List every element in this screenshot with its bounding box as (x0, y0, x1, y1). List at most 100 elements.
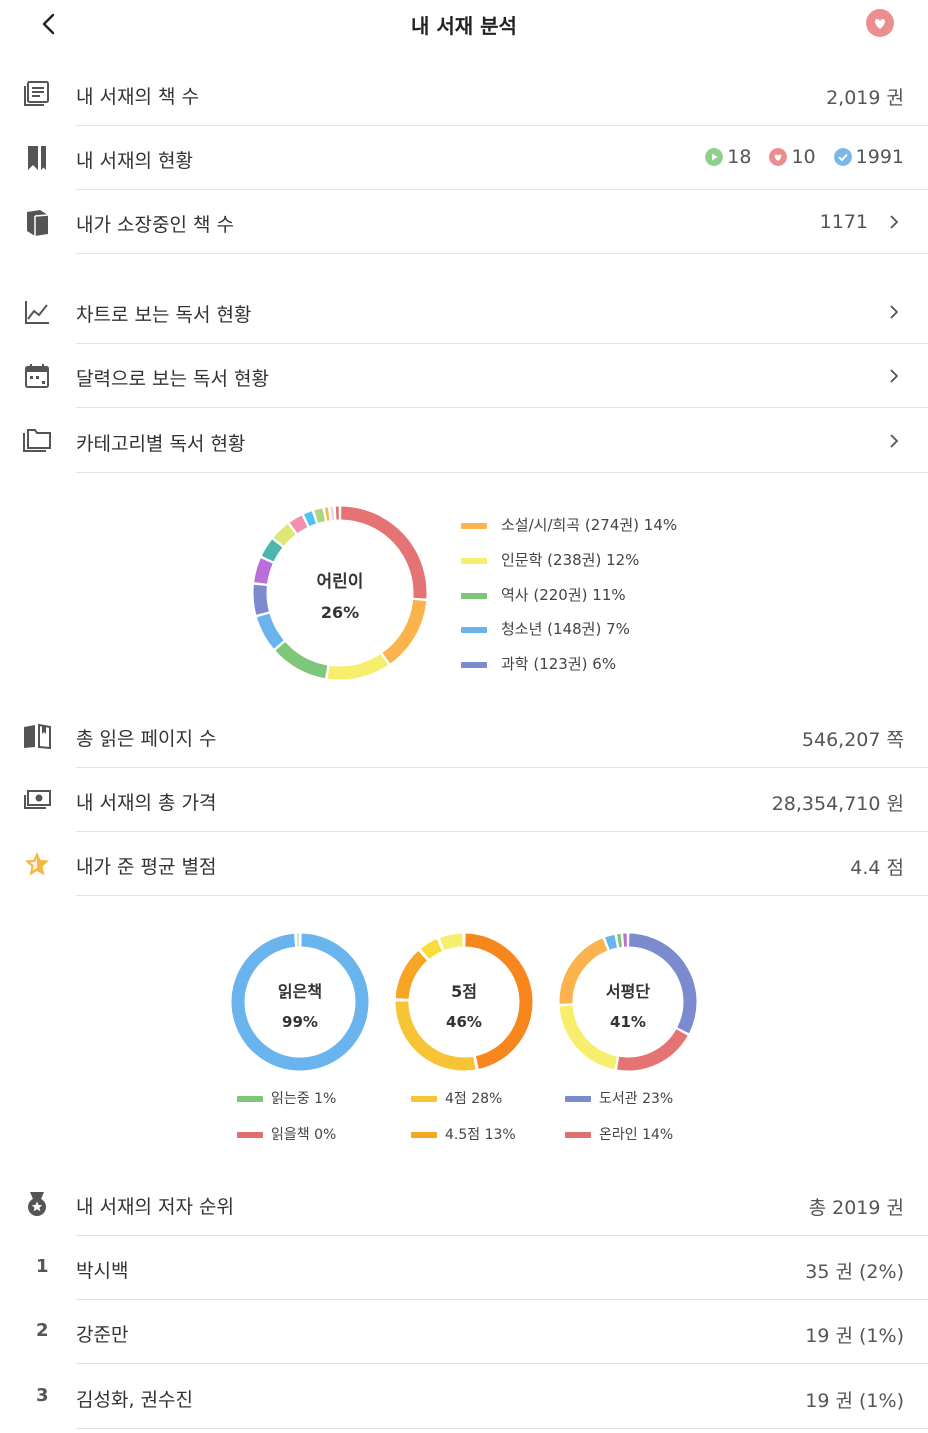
heart-icon (875, 19, 885, 29)
donut-segment (327, 654, 388, 680)
chevron-right-icon (890, 305, 899, 319)
legend-swatch (565, 1132, 591, 1138)
medal-icon (28, 1192, 46, 1216)
book-icon (27, 210, 49, 236)
donut-segment (628, 933, 697, 1034)
donut-segment (256, 613, 284, 649)
author-ranking-label: 내 서재의 저자 순위 (76, 1196, 234, 1218)
category-legend-item: 인문학 (238권) 12% (461, 549, 639, 570)
author-ranking-row[interactable]: 내 서재의 저자 순위 총 2019 권 (0, 1172, 928, 1236)
review-donut-chart: 서평단 41% (559, 933, 697, 1071)
donut-segment (395, 1001, 476, 1071)
category-center-value: 26% (321, 603, 359, 622)
owned-books-row[interactable]: 내가 소장중인 책 수 1171 (0, 190, 928, 254)
legend-text: 4점 28% (445, 1091, 503, 1107)
divider (76, 343, 928, 344)
calendar-stats-row[interactable]: 달력으로 보는 독서 현황 (0, 344, 928, 408)
divider (76, 253, 928, 254)
reading-icon (705, 148, 724, 166)
avg-rating-label: 내가 준 평균 별점 (76, 856, 217, 878)
status-counts: 18 10 1991 (705, 146, 904, 168)
author-book-count: 35 권 (2%) (805, 1261, 904, 1283)
category-legend-item: 과학 (123권) 6% (461, 653, 616, 674)
author-rank-item[interactable]: 2 강준만 19 권 (1%) (0, 1300, 928, 1364)
bookmark-icon (28, 146, 46, 170)
page-title: 내 서재 분석 (411, 14, 517, 38)
donut-segment (275, 641, 328, 679)
wish-count: 10 (791, 146, 816, 168)
donut-segment (261, 539, 283, 562)
legend-swatch (237, 1132, 263, 1138)
legend-swatch (461, 592, 487, 599)
read-chart-title: 읽은책 (278, 982, 322, 1001)
chevron-right-icon (890, 434, 899, 448)
donut-segment (273, 524, 296, 546)
owned-books-label: 내가 소장중인 책 수 (76, 214, 234, 236)
legend-swatch (461, 626, 487, 633)
back-arrow-icon[interactable] (36, 10, 64, 38)
author-name: 김성화, 권수진 (76, 1389, 193, 1411)
legend-swatch (461, 557, 487, 564)
divider (76, 125, 928, 126)
legend-text: 읽을책 0% (271, 1127, 337, 1143)
category-stats-row[interactable]: 카테고리별 독서 현황 (0, 409, 928, 473)
author-rank-item[interactable]: 3 김성화, 권수진 19 권 (1%) (0, 1365, 928, 1429)
legend-text: 소설/시/희곡 (274권) 14% (501, 516, 678, 534)
donut-segment (314, 508, 326, 523)
legend-text: 온라인 14% (599, 1127, 674, 1143)
category-center-label: 어린이 (317, 572, 364, 592)
donut-segment (303, 511, 317, 527)
rating-donut-chart: 5점 46% (395, 933, 533, 1071)
avg-rating-row: 내가 준 평균 별점 4.4 점 (0, 832, 928, 896)
divider (76, 1235, 928, 1236)
read-legend-item: 읽는중 1% (237, 1088, 336, 1108)
divider (76, 1363, 928, 1364)
legend-text: 도서관 23% (599, 1091, 674, 1107)
review-chart-title: 서평단 (606, 982, 650, 1001)
rank-number: 1 (36, 1256, 49, 1277)
heart-button[interactable] (866, 9, 894, 37)
author-rank-item[interactable]: 1 박시백 35 권 (2%) (0, 1236, 928, 1300)
legend-swatch (411, 1096, 437, 1102)
folders-icon (23, 429, 51, 452)
calendar-icon (25, 364, 49, 388)
author-book-count: 19 권 (1%) (805, 1325, 904, 1347)
reading-count: 18 (727, 146, 752, 168)
wish-icon (769, 148, 788, 166)
author-book-count: 19 권 (1%) (805, 1390, 904, 1412)
legend-swatch (411, 1132, 437, 1138)
total-price-label: 내 서재의 총 가격 (76, 792, 217, 814)
owned-books-value: 1171 (819, 211, 868, 233)
app-header: 내 서재 분석 (0, 0, 928, 48)
legend-text: 4.5점 13% (445, 1127, 516, 1143)
rating-legend-item: 4점 28% (411, 1088, 502, 1108)
library-status-label: 내 서재의 현황 (76, 150, 193, 172)
legend-text: 역사 (220권) 11% (501, 586, 626, 604)
library-status-row: 내 서재의 현황 18 10 1991 (0, 126, 928, 190)
rating-legend-item: 4.5점 13% (411, 1124, 516, 1144)
divider (76, 1299, 928, 1300)
book-count-label: 내 서재의 책 수 (76, 86, 199, 108)
total-price-value: 28,354,710 원 (771, 793, 904, 815)
divider (76, 472, 928, 473)
star-icon (25, 852, 49, 876)
book-count-row: 내 서재의 책 수 2,019 권 (0, 62, 928, 126)
donut-segment (420, 939, 443, 959)
review-legend-item: 온라인 14% (565, 1124, 673, 1144)
review-chart-percent: 41% (610, 1013, 646, 1031)
divider (76, 831, 928, 832)
divider (76, 407, 928, 408)
chart-stats-label: 차트로 보는 독서 현황 (76, 304, 252, 326)
donut-segment (559, 1005, 618, 1070)
chart-stats-row[interactable]: 차트로 보는 독서 현황 (0, 280, 928, 344)
donut-segment (559, 938, 608, 1004)
legend-swatch (565, 1096, 591, 1102)
donut-segment (382, 599, 427, 664)
category-stats-label: 카테고리별 독서 현황 (76, 433, 246, 455)
chevron-right-icon (890, 215, 899, 229)
donut-segment (617, 1029, 688, 1071)
author-name: 강준만 (76, 1324, 129, 1346)
legend-text: 과학 (123권) 6% (501, 655, 617, 673)
legend-text: 읽는중 1% (271, 1091, 337, 1107)
rating-chart-title: 5점 (451, 982, 477, 1001)
